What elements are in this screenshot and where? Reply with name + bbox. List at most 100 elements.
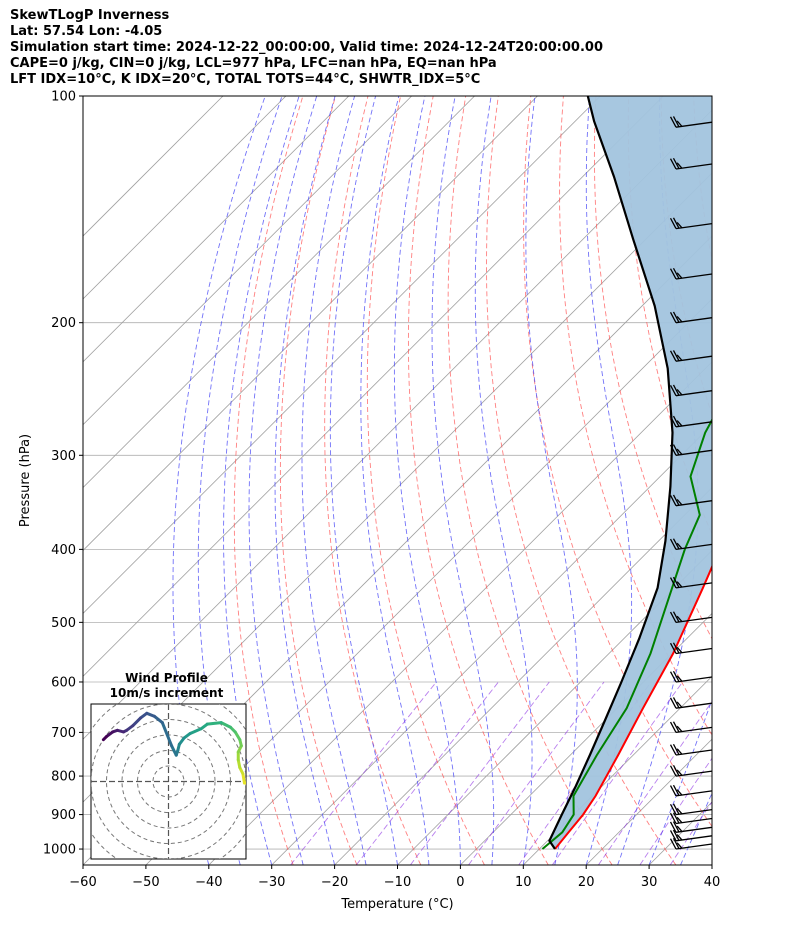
hodograph-segment	[205, 721, 223, 726]
barb-shaft	[675, 500, 713, 507]
wind-barb	[669, 311, 713, 324]
barb-feather	[672, 803, 680, 815]
barb-shaft	[675, 749, 713, 756]
x-tick-label: 10	[515, 875, 532, 890]
barb-feather	[669, 217, 677, 229]
barb-shaft	[675, 355, 713, 362]
hodograph-clip-group	[91, 704, 246, 859]
dry-adiabat	[233, 96, 304, 865]
barb-shaft	[675, 676, 713, 683]
barb-feather	[676, 272, 683, 279]
barb-feather	[672, 611, 680, 623]
isotherm-line	[460, 612, 712, 865]
x-tick-label: −40	[195, 875, 222, 890]
barb-feather	[676, 615, 683, 623]
title-line-3: Simulation start time: 2024-12-22_00:00:…	[10, 40, 603, 55]
barb-feather	[676, 748, 683, 755]
mixing-ratio-line	[355, 681, 499, 865]
wind-barb	[669, 743, 713, 756]
y-tick-label: 900	[51, 808, 76, 823]
title-line-4: CAPE=0 j/kg, CIN=0 j/kg, LCL=977 hPa, LF…	[10, 56, 497, 71]
barb-feather	[669, 416, 677, 428]
barb-feather	[672, 670, 680, 682]
wind-barb	[669, 384, 713, 397]
barb-feather	[676, 825, 683, 832]
wind-barb	[669, 267, 713, 280]
wind-barb	[669, 444, 713, 456]
barb-feather	[676, 789, 683, 796]
x-axis-label: Temperature (°C)	[340, 897, 453, 912]
barb-feather	[672, 444, 680, 456]
barb-feather	[672, 642, 680, 654]
barb-feather	[676, 701, 683, 708]
isotherm-line	[83, 96, 412, 426]
barb-feather	[669, 611, 677, 623]
barb-feather	[672, 829, 680, 841]
wind-barb	[669, 837, 713, 850]
barb-feather	[676, 581, 683, 588]
y-tick-label: 300	[51, 449, 76, 464]
barb-feather	[669, 495, 677, 507]
dry-adiabat	[279, 96, 358, 865]
dry-adiabat	[407, 96, 549, 865]
hodograph-segment	[131, 716, 143, 728]
mixing-ratio-line	[290, 681, 437, 865]
moist-adiabat	[431, 96, 495, 865]
hodograph-segment	[101, 735, 108, 742]
barb-shaft	[675, 163, 713, 170]
mixing-ratio-line	[468, 681, 605, 865]
barb-feather	[676, 646, 683, 654]
barb-feather	[669, 821, 677, 833]
wind-barb	[669, 821, 713, 833]
barb-feather	[676, 120, 683, 127]
barb-feather	[672, 384, 680, 396]
moist-adiabat	[474, 96, 533, 865]
isotherm-line	[145, 298, 712, 865]
barb-feather	[669, 538, 677, 550]
temperature-profile-line	[554, 564, 712, 850]
x-tick-label: 30	[641, 875, 658, 890]
wind-barb	[669, 803, 713, 816]
isotherm-line	[83, 96, 601, 614]
barb-feather	[676, 542, 683, 550]
barb-feather	[669, 642, 677, 654]
isotherm-line	[83, 109, 712, 740]
barb-feather	[669, 158, 677, 170]
x-tick-label: −10	[384, 875, 411, 890]
barb-shaft	[675, 616, 713, 624]
barb-feather	[669, 385, 677, 397]
moist-adiabat	[393, 96, 461, 865]
title-line-1: SkewTLogP Inverness	[10, 8, 170, 23]
hodograph-ring	[137, 750, 200, 813]
barb-feather	[669, 697, 677, 709]
barb-feather	[676, 221, 683, 229]
isotherm-line	[83, 96, 350, 363]
barb-feather	[669, 830, 677, 842]
wind-barb	[669, 217, 713, 230]
dry-adiabat	[593, 96, 712, 640]
hodograph-segment	[241, 772, 246, 785]
barb-feather	[669, 785, 677, 797]
barb-feather	[676, 389, 683, 396]
barb-feather	[672, 576, 680, 588]
barb-shaft	[675, 790, 713, 797]
wind-barb	[669, 576, 713, 589]
hodograph-title: Wind Profile	[125, 671, 208, 685]
barb-shaft	[675, 582, 713, 589]
barb-shaft	[675, 647, 713, 655]
barb-feather	[672, 743, 680, 755]
hodograph-segment	[219, 721, 232, 729]
barb-feather	[672, 821, 680, 833]
barb-feather	[672, 494, 680, 506]
barb-shaft	[675, 222, 713, 230]
wind-barb	[669, 642, 713, 655]
isotherm-line	[523, 675, 712, 865]
barb-feather	[676, 834, 683, 841]
barb-shaft	[675, 121, 713, 128]
y-tick-label: 100	[51, 90, 76, 105]
isotherm-line	[334, 487, 712, 865]
barb-feather	[669, 744, 677, 756]
barb-feather	[672, 721, 680, 733]
barb-feather	[672, 765, 680, 776]
